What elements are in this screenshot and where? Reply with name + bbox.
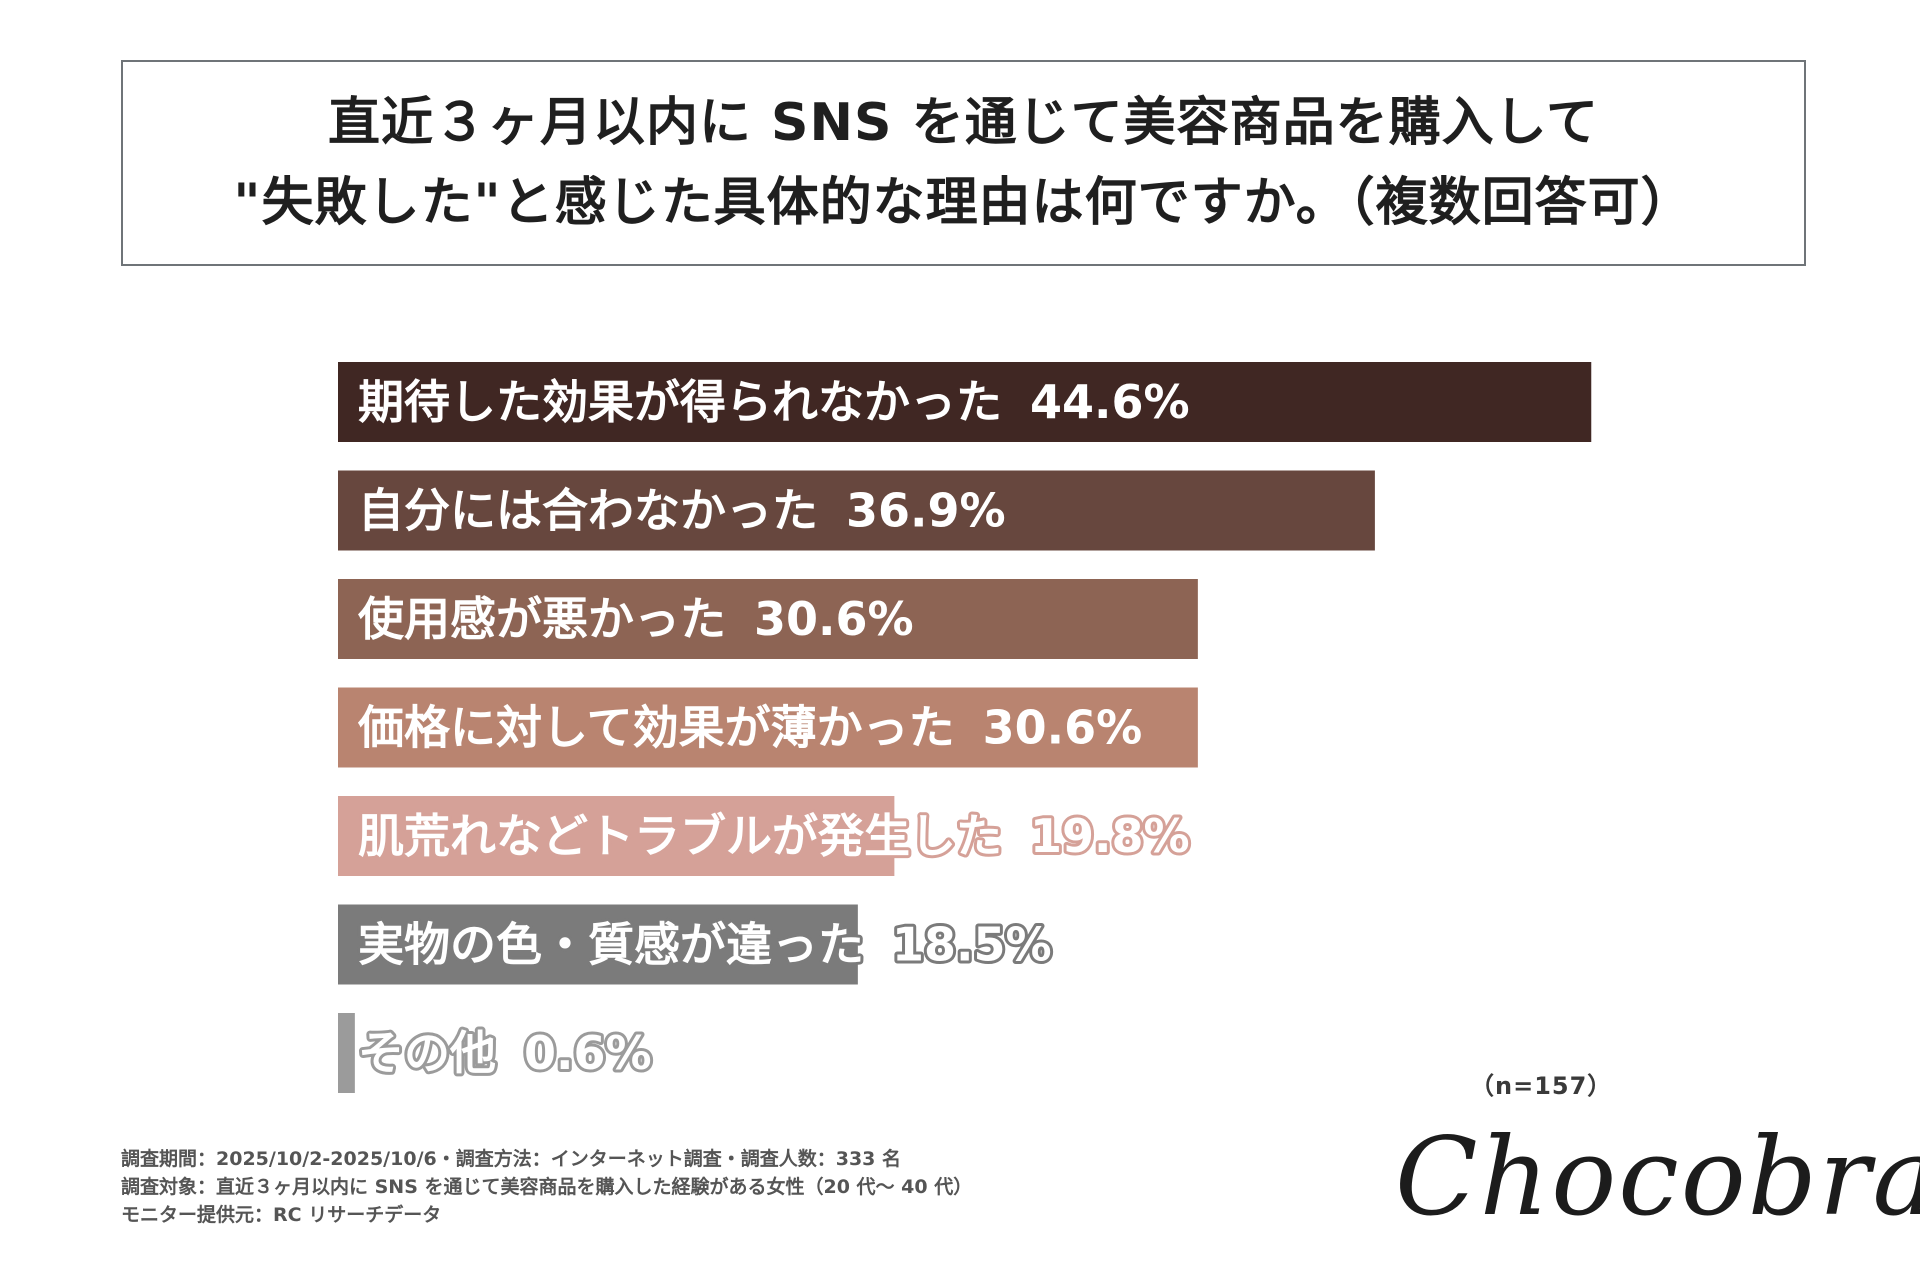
title-line-2: "失敗した"と感じた具体的な理由は何ですか。（複数回答可） [233,173,1694,233]
value-label-1: 44.6% [1030,375,1190,429]
bar-label-4: 価格に対して効果が薄かった 30.6% [357,701,1142,755]
bar-7 [338,1013,355,1093]
category-label-5: 肌荒れなどトラブルが発生した [358,809,1002,863]
title-line-1: 直近３ヶ月以内に SNS を通じて美容商品を購入して [327,93,1600,153]
bar-4 [338,687,1198,768]
category-label-1: 期待した効果が得られなかった [358,375,1002,429]
category-label-3: 使用感が悪かった [358,592,726,646]
bar-label-6: 実物の色・質感が違った 18.5% [358,918,1052,972]
bar-label-5: 肌荒れなどトラブルが発生した 19.8% [358,809,1190,863]
value-label-6: 18.5% [892,918,1052,972]
category-label-7: その他 [358,1026,496,1080]
value-label-7: 0.6% [524,1026,652,1080]
bar-label-2: 自分には合わなかった 36.9% [358,484,1006,538]
chocobra-logo: Chocobra [1395,1115,1920,1240]
bar-1 [338,362,1592,442]
value-label-5: 19.8% [1030,809,1190,863]
bar-label-1: 期待した効果が得られなかった 44.6% [358,375,1190,429]
bar-label-3: 使用感が悪かった 30.6% [358,592,914,646]
survey-notes: 調査期間：2025/10/2-2025/10/6・調査方法：インターネット調査・… [121,1145,972,1229]
survey-note-period: 調査期間：2025/10/2-2025/10/6・調査方法：インターネット調査・… [121,1148,902,1170]
title-box: 直近３ヶ月以内に SNS を通じて美容商品を購入して "失敗した"と感じた具体的… [121,60,1806,266]
value-label-2: 36.9% [846,484,1006,538]
survey-note-target: 調査対象：直近３ヶ月以内に SNS を通じて美容商品を購入した経験がある女性（2… [121,1176,973,1198]
bar-label-7: その他 0.6% [358,1026,652,1080]
survey-note-source: モニター提供元：RC リサーチデータ [121,1204,442,1226]
bar-3 [338,579,1198,659]
category-label-4: 価格に対して効果が薄かった [357,701,955,755]
bar-2 [338,470,1375,551]
sample-size-label: （n=157） [1470,1072,1613,1100]
value-label-3: 30.6% [754,592,914,646]
bar-5 [338,796,895,876]
category-label-2: 自分には合わなかった [358,484,818,538]
category-label-6: 実物の色・質感が違った [358,918,864,972]
bar-6 [338,904,858,985]
value-label-4: 30.6% [983,701,1143,755]
